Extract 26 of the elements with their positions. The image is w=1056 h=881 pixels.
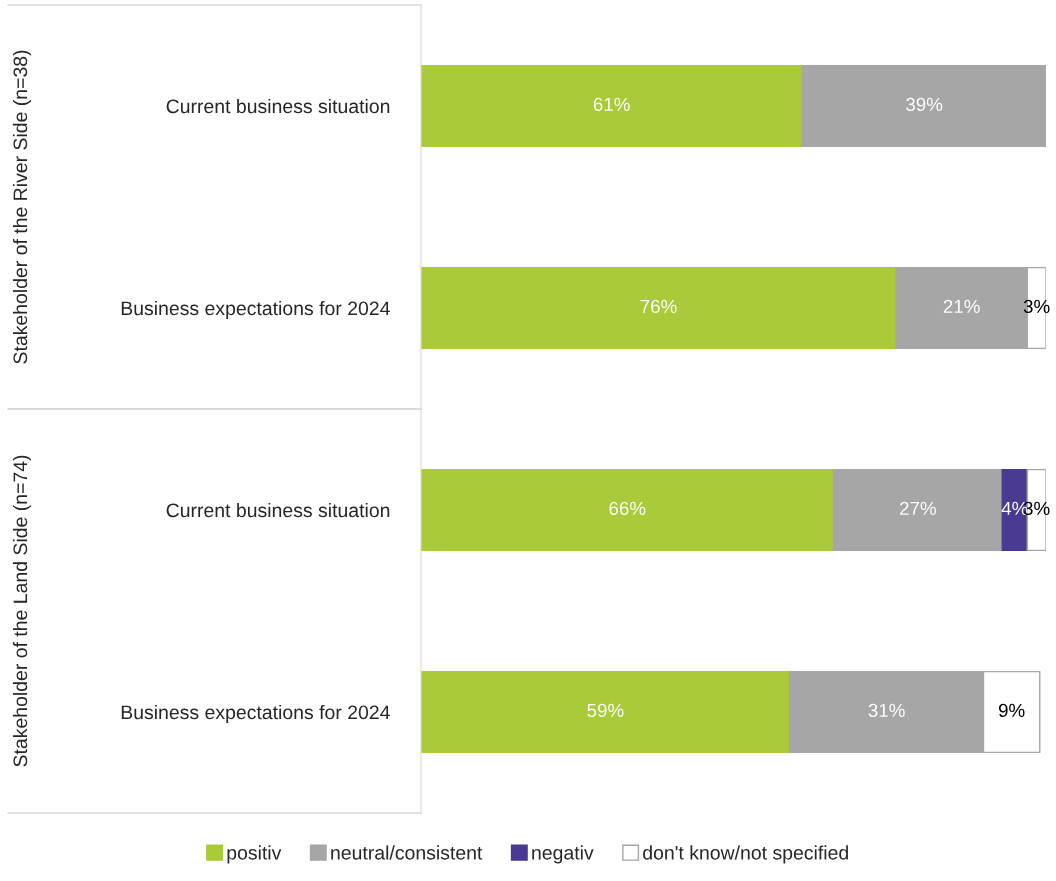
legend-label: positiv xyxy=(227,845,282,864)
legend-label: don't know/not specified xyxy=(643,845,848,864)
data-label: 61% xyxy=(593,97,630,112)
y-tick-label: Business expectations for 2024 xyxy=(121,300,390,320)
bar xyxy=(421,266,897,350)
bar xyxy=(421,468,835,552)
data-label: 27% xyxy=(900,501,936,515)
data-label: 59% xyxy=(587,703,624,718)
text: Stakeholder of the Land Side (n=74) xyxy=(12,455,32,767)
y-tick-label: Current business situation xyxy=(166,502,390,518)
bar xyxy=(801,64,1046,148)
text: Stakeholder of the River Side (n=38) xyxy=(12,50,32,364)
data-label: 66% xyxy=(609,501,646,516)
y-tick-label: Business expectations for 2024 xyxy=(121,704,390,724)
bar xyxy=(421,64,803,148)
bar xyxy=(832,468,1003,552)
data-label: 31% xyxy=(868,703,905,718)
data-label: 21% xyxy=(943,299,980,313)
data-label: 9% xyxy=(998,703,1025,718)
legend-label: neutral/consistent xyxy=(331,845,483,860)
data-label: 3% xyxy=(1023,299,1050,314)
data-label: 39% xyxy=(906,97,943,112)
y-tick-label: Current business situation xyxy=(166,98,390,114)
bar xyxy=(421,670,791,754)
data-label: 76% xyxy=(640,299,677,314)
legend-label: negativ xyxy=(532,845,594,864)
